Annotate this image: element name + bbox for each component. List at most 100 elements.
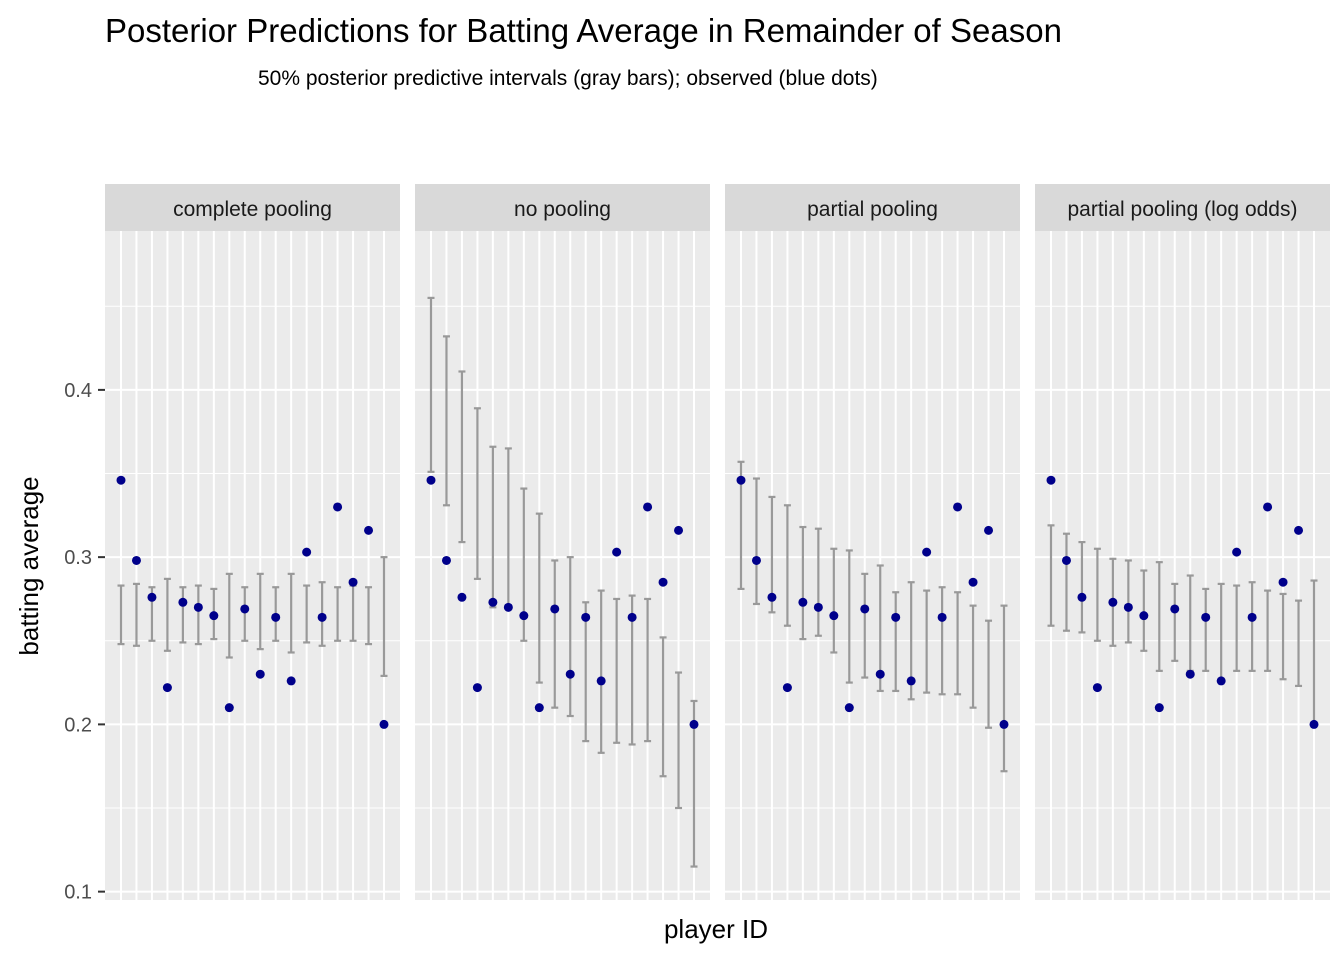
observed-point	[1247, 612, 1257, 622]
observed-point	[813, 602, 823, 612]
facet-panel: partial pooling (log odds)	[1035, 184, 1330, 900]
observed-point	[1294, 525, 1304, 535]
interval-bar	[535, 512, 543, 684]
interval-bar	[365, 586, 373, 646]
observed-point	[1201, 612, 1211, 622]
interval-bar	[241, 586, 249, 642]
interval-bar	[938, 586, 946, 696]
interval-bar	[163, 577, 171, 652]
interval-bar	[380, 556, 388, 677]
observed-point	[875, 669, 885, 679]
interval-bar	[1062, 532, 1070, 632]
interval-bar	[1233, 584, 1241, 672]
y-tick-label: 0.1	[64, 882, 92, 904]
interval-bar	[814, 527, 822, 637]
interval-bar	[783, 504, 791, 627]
observed-point	[1077, 592, 1087, 602]
interval-bar	[566, 556, 574, 718]
observed-point	[178, 597, 188, 607]
observed-point	[162, 683, 172, 693]
interval-bar	[117, 584, 125, 646]
interval-bar	[830, 547, 838, 654]
interval-bar	[892, 591, 900, 693]
observed-point	[736, 475, 746, 485]
interval-bar	[225, 572, 233, 659]
interval-bar	[613, 597, 621, 744]
panel-background	[105, 231, 400, 900]
interval-bar	[985, 619, 993, 729]
interval-bar	[256, 572, 264, 651]
observed-point	[426, 475, 436, 485]
observed-point	[1154, 703, 1164, 713]
observed-point	[255, 669, 265, 679]
observed-point	[550, 604, 560, 614]
observed-point	[116, 475, 126, 485]
observed-point	[1061, 555, 1071, 565]
strip-background	[725, 184, 1020, 231]
facet-panel: complete pooling	[105, 184, 400, 900]
strip-background	[105, 184, 400, 231]
panel-background	[415, 231, 710, 900]
interval-bar	[954, 591, 962, 696]
interval-bar	[861, 572, 869, 679]
facet-label: complete pooling	[173, 198, 332, 221]
interval-bar	[659, 636, 667, 778]
panel-background	[1035, 231, 1330, 900]
interval-bar	[923, 589, 931, 694]
interval-bar	[442, 335, 450, 507]
observed-point	[829, 611, 839, 621]
observed-point	[937, 612, 947, 622]
interval-bar	[334, 586, 342, 642]
interval-bar	[582, 601, 590, 743]
interval-bar	[644, 597, 652, 743]
observed-point	[348, 577, 358, 587]
observed-point	[193, 602, 203, 612]
observed-point	[147, 592, 157, 602]
observed-point	[612, 547, 622, 557]
interval-bar	[303, 584, 311, 644]
interval-bar	[427, 296, 435, 473]
interval-bar	[287, 572, 295, 654]
interval-bar	[675, 671, 683, 810]
observed-point	[922, 547, 932, 557]
observed-point	[1216, 676, 1226, 686]
observed-point	[271, 612, 281, 622]
observed-point	[209, 611, 219, 621]
interval-bar	[194, 584, 202, 646]
observed-point	[457, 592, 467, 602]
observed-point	[689, 719, 699, 729]
observed-point	[1232, 547, 1242, 557]
observed-point	[1046, 475, 1056, 485]
y-axis: 0.1 0.2 0.3 0.4	[64, 380, 105, 904]
observed-point	[1092, 683, 1102, 693]
facet-panels: complete pooling no pooling partial poolin…	[105, 184, 1330, 900]
observed-point	[1123, 602, 1133, 612]
observed-point	[519, 611, 529, 621]
observed-point	[302, 547, 312, 557]
x-axis-title: player ID	[664, 914, 768, 944]
interval-bar	[1047, 524, 1055, 627]
observed-point	[565, 669, 575, 679]
observed-point	[891, 612, 901, 622]
observed-point	[581, 612, 591, 622]
interval-bar	[1140, 569, 1148, 652]
observed-point	[131, 555, 141, 565]
interval-bar	[1248, 581, 1256, 672]
interval-bar	[1124, 559, 1132, 644]
interval-bar	[551, 559, 559, 709]
y-tick-label: 0.4	[64, 380, 92, 402]
observed-point	[1170, 604, 1180, 614]
observed-point	[1263, 502, 1273, 512]
interval-bar	[1202, 587, 1210, 672]
interval-bar	[1264, 589, 1272, 672]
interval-bar	[799, 525, 807, 641]
observed-point	[906, 676, 916, 686]
strip-background	[1035, 184, 1330, 231]
observed-point	[782, 683, 792, 693]
observed-point	[643, 502, 653, 512]
interval-bar	[1171, 582, 1179, 662]
observed-point	[1278, 577, 1288, 587]
interval-bar	[1155, 561, 1163, 672]
interval-bar	[1093, 547, 1101, 642]
chart-title: Posterior Predictions for Batting Averag…	[105, 12, 1062, 49]
